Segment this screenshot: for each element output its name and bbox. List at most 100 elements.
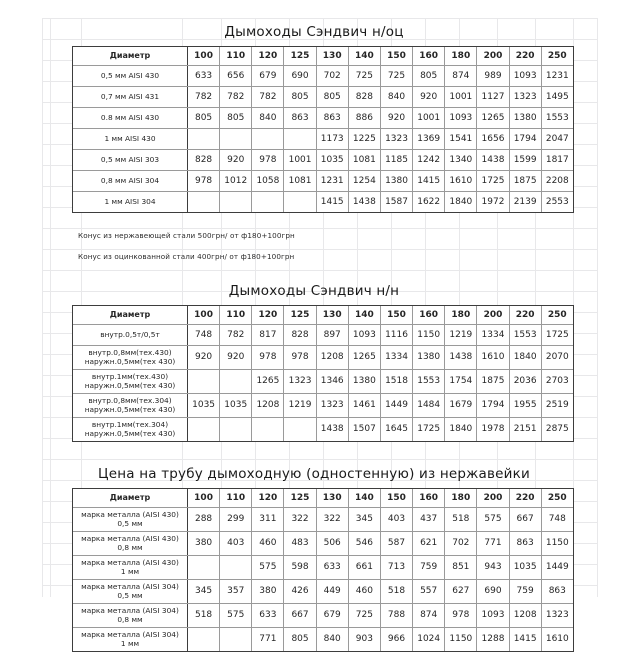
table-title-3: Цена на трубу дымоходную (одностенную) и… bbox=[98, 466, 530, 482]
price-cell: 1725 bbox=[476, 170, 510, 192]
table-body-1: Диаметр 100 110 120 125 130 140 150 160 180 200 220… bbox=[72, 46, 574, 213]
note-line-1: Конус из нержавеющей стали 500грн/ от ф1… bbox=[78, 231, 295, 240]
price-cell: 1346 bbox=[315, 369, 349, 394]
price-cell: 1449 bbox=[540, 555, 574, 580]
price-cell: 575 bbox=[476, 507, 510, 532]
price-cell: 1484 bbox=[412, 393, 446, 418]
price-cell: 1415 bbox=[315, 191, 349, 213]
price-cell: 1208 bbox=[315, 345, 349, 370]
price-cell: 725 bbox=[379, 65, 414, 87]
column-header-220: 220 bbox=[508, 488, 542, 508]
price-cell: 345 bbox=[347, 507, 381, 532]
column-header-100: 100 bbox=[186, 305, 221, 325]
column-header-110: 110 bbox=[219, 305, 253, 325]
price-cell: 2208 bbox=[540, 170, 574, 192]
table-row: внутр.0,8мм(тех.430) наружн.0,5мм(тех 430… bbox=[72, 345, 574, 370]
price-cell: 805 bbox=[186, 107, 221, 129]
price-cell: 805 bbox=[283, 86, 317, 108]
price-cell: 1035 bbox=[315, 149, 349, 171]
column-header-125: 125 bbox=[283, 488, 317, 508]
table-row: марка металла (AISI 304) 0,8 мм 518 575 633 6… bbox=[72, 603, 574, 628]
price-cell: 380 bbox=[251, 579, 285, 604]
price-cell-empty bbox=[219, 191, 253, 213]
table-row: 0,5 мм AISI 430 633 656 679 690 702 725 725 805 8… bbox=[72, 65, 574, 87]
price-cell: 1219 bbox=[283, 393, 317, 418]
price-cell: 725 bbox=[347, 65, 381, 87]
price-cell: 1725 bbox=[540, 324, 574, 346]
price-cell: 357 bbox=[219, 579, 253, 604]
price-cell: 627 bbox=[444, 579, 478, 604]
price-cell: 288 bbox=[186, 507, 221, 532]
price-cell-empty bbox=[251, 191, 285, 213]
price-cell: 1840 bbox=[444, 191, 478, 213]
price-cell: 1380 bbox=[412, 345, 446, 370]
notes-gap-top bbox=[0, 213, 640, 231]
table-title-1: Дымоходы Сэндвич н/оц bbox=[224, 24, 404, 40]
column-header-130: 130 bbox=[315, 305, 349, 325]
row-label: 0,8 мм AISI 304 bbox=[72, 170, 188, 192]
price-cell: 966 bbox=[379, 627, 414, 652]
price-cell: 690 bbox=[476, 579, 510, 604]
price-cell: 1438 bbox=[347, 191, 381, 213]
price-cell: 1231 bbox=[315, 170, 349, 192]
price-cell: 1507 bbox=[347, 417, 381, 442]
price-cell: 805 bbox=[219, 107, 253, 129]
price-cell: 713 bbox=[379, 555, 414, 580]
column-header-diameter: Диаметр bbox=[72, 46, 188, 66]
price-cell: 759 bbox=[508, 579, 542, 604]
column-header-diameter: Диаметр bbox=[72, 305, 188, 325]
price-cell: 1035 bbox=[508, 555, 542, 580]
price-cell: 518 bbox=[186, 603, 221, 628]
price-cell-empty bbox=[283, 417, 317, 442]
price-cell: 1081 bbox=[283, 170, 317, 192]
price-cell: 863 bbox=[540, 579, 574, 604]
price-cell: 2036 bbox=[508, 369, 542, 394]
column-header-250: 250 bbox=[540, 305, 574, 325]
price-cell: 943 bbox=[476, 555, 510, 580]
price-cell: 1001 bbox=[412, 107, 446, 129]
price-cell: 1012 bbox=[219, 170, 253, 192]
price-cell: 633 bbox=[315, 555, 349, 580]
price-cell: 403 bbox=[219, 531, 253, 556]
price-cell: 1553 bbox=[412, 369, 446, 394]
row-label: 0,5 мм AISI 303 bbox=[72, 149, 188, 171]
table-header-row: Диаметр 100 110 120 125 130 140 150 160 180 200 220… bbox=[72, 488, 574, 508]
column-header-110: 110 bbox=[219, 46, 253, 66]
price-cell: 1610 bbox=[476, 345, 510, 370]
price-cell: 920 bbox=[219, 149, 253, 171]
price-cell: 1024 bbox=[412, 627, 446, 652]
price-cell: 828 bbox=[186, 149, 221, 171]
column-header-150: 150 bbox=[379, 488, 414, 508]
price-cell: 1001 bbox=[283, 149, 317, 171]
row-label: марка металла (AISI 430) 0,5 мм bbox=[72, 507, 188, 532]
price-cell: 1001 bbox=[444, 86, 478, 108]
price-cell: 1265 bbox=[347, 345, 381, 370]
price-cell: 1265 bbox=[251, 369, 285, 394]
column-header-160: 160 bbox=[412, 488, 446, 508]
price-cell: 1610 bbox=[444, 170, 478, 192]
price-cell: 1340 bbox=[444, 149, 478, 171]
column-header-100: 100 bbox=[186, 488, 221, 508]
column-header-diameter: Диаметр bbox=[72, 488, 188, 508]
price-cell: 546 bbox=[347, 531, 381, 556]
price-cell: 2070 bbox=[540, 345, 574, 370]
price-cell: 1754 bbox=[444, 369, 478, 394]
price-cell: 2151 bbox=[508, 417, 542, 442]
price-cell: 771 bbox=[476, 531, 510, 556]
price-cell: 1794 bbox=[508, 128, 542, 150]
column-header-140: 140 bbox=[347, 488, 381, 508]
row-label: марка металла (AISI 304) 0,5 мм bbox=[72, 579, 188, 604]
price-cell: 690 bbox=[283, 65, 317, 87]
price-cell: 1840 bbox=[444, 417, 478, 442]
column-header-180: 180 bbox=[444, 488, 478, 508]
price-cell: 920 bbox=[379, 107, 414, 129]
price-cell: 460 bbox=[251, 531, 285, 556]
table-row: 0,7 мм AISI 431 782 782 782 805 805 828 840 920 1… bbox=[72, 86, 574, 108]
price-cell: 667 bbox=[283, 603, 317, 628]
price-cell: 920 bbox=[219, 345, 253, 370]
price-cell: 863 bbox=[283, 107, 317, 129]
price-cell: 2703 bbox=[540, 369, 574, 394]
price-cell: 874 bbox=[444, 65, 478, 87]
table-row: внутр.0,8мм(тех.304) наружн.0,5мм(тех 430… bbox=[72, 393, 574, 418]
section-gap-1 bbox=[0, 261, 640, 283]
